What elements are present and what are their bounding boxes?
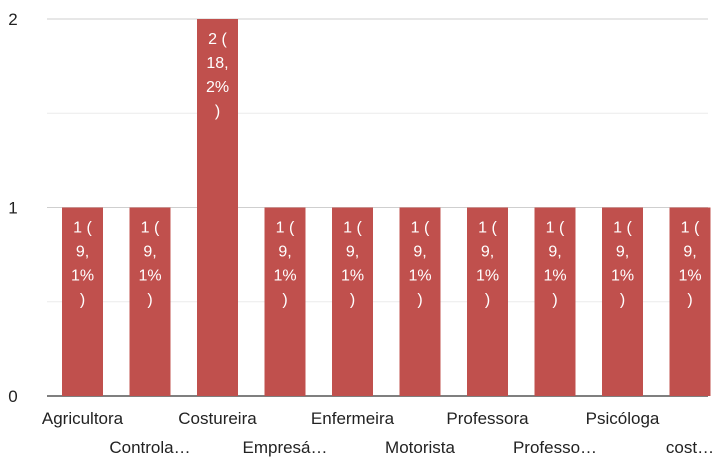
bar-data-label: 1%: [611, 268, 634, 285]
bar-data-label: ): [147, 292, 152, 309]
x-tick-label: Empresá…: [242, 438, 327, 457]
bar-data-label: ): [350, 292, 355, 309]
bar-data-label: 1%: [408, 268, 431, 285]
bar-data-label: ): [215, 103, 220, 120]
bar-data-label: 1 (: [546, 220, 565, 237]
bar-data-label: 1%: [543, 268, 566, 285]
bar-data-label: 9,: [413, 244, 426, 261]
bar-data-label: 1%: [476, 268, 499, 285]
bar-data-label: 9,: [616, 244, 629, 261]
bar-data-label: 1 (: [276, 220, 295, 237]
bar: [332, 207, 373, 396]
bar-data-label: 1 (: [681, 220, 700, 237]
bar-data-label: 2%: [206, 79, 229, 96]
x-tick-label: Agricultora: [42, 409, 124, 428]
bar-data-label: ): [282, 292, 287, 309]
x-tick-label: Enfermeira: [311, 409, 395, 428]
x-tick-label: Professo…: [513, 438, 597, 457]
bar-data-label: 9,: [143, 244, 156, 261]
bar-data-label: 2 (: [208, 31, 227, 48]
x-tick-label: Professora: [446, 409, 529, 428]
bar-data-label: 9,: [683, 244, 696, 261]
bar: [399, 207, 441, 396]
bar-data-label: 1%: [273, 268, 296, 285]
x-tick-label: Motorista: [385, 438, 455, 457]
bar-data-label: 9,: [481, 244, 494, 261]
data-labels: 1 ( 9, 1%) 1 ( 9, 1%) 2 ( 18, 2%) 1 ( 9, 1%) 1 ( 9, 1%…: [71, 31, 702, 309]
x-tick-label: cost…: [666, 438, 713, 457]
bar-data-label: ): [417, 292, 422, 309]
x-axis-ticks: Agricultora Controla… Costureira Empresá… En…: [42, 409, 713, 457]
x-tick-label: Psicóloga: [586, 409, 660, 428]
bar-data-label: ): [552, 292, 557, 309]
bar-data-label: 1%: [341, 268, 364, 285]
bar-data-label: 1 (: [478, 220, 497, 237]
bar-data-label: 1%: [71, 268, 94, 285]
bar: [669, 207, 711, 396]
bar-data-label: ): [485, 292, 490, 309]
bar: [62, 207, 103, 396]
bars: [62, 19, 711, 396]
bar: [602, 207, 643, 396]
y-axis-ticks: 0 1 2: [8, 10, 17, 406]
bar-data-label: ): [80, 292, 85, 309]
bar: [534, 207, 576, 396]
bar-data-label: 1 (: [141, 220, 160, 237]
bar-data-label: 18,: [206, 55, 228, 72]
bar: [264, 207, 306, 396]
bar: [129, 207, 171, 396]
bar-data-label: 1 (: [613, 220, 632, 237]
bar-data-label: 9,: [548, 244, 561, 261]
x-tick-label: Costureira: [178, 409, 257, 428]
bar: [197, 19, 238, 396]
bar-data-label: ): [687, 292, 692, 309]
x-tick-label: Controla…: [109, 438, 190, 457]
bar-data-label: 1%: [678, 268, 701, 285]
bar-data-label: ): [620, 292, 625, 309]
bar-data-label: 9,: [76, 244, 89, 261]
bar: [467, 207, 508, 396]
bar-data-label: 1%: [138, 268, 161, 285]
bar-data-label: 9,: [346, 244, 359, 261]
bar-data-label: 1 (: [343, 220, 362, 237]
bar-data-label: 9,: [278, 244, 291, 261]
bar-data-label: 1 (: [73, 220, 92, 237]
y-tick-label: 2: [8, 10, 17, 29]
bar-data-label: 1 (: [411, 220, 430, 237]
y-tick-label: 0: [8, 387, 17, 406]
y-tick-label: 1: [8, 199, 17, 218]
